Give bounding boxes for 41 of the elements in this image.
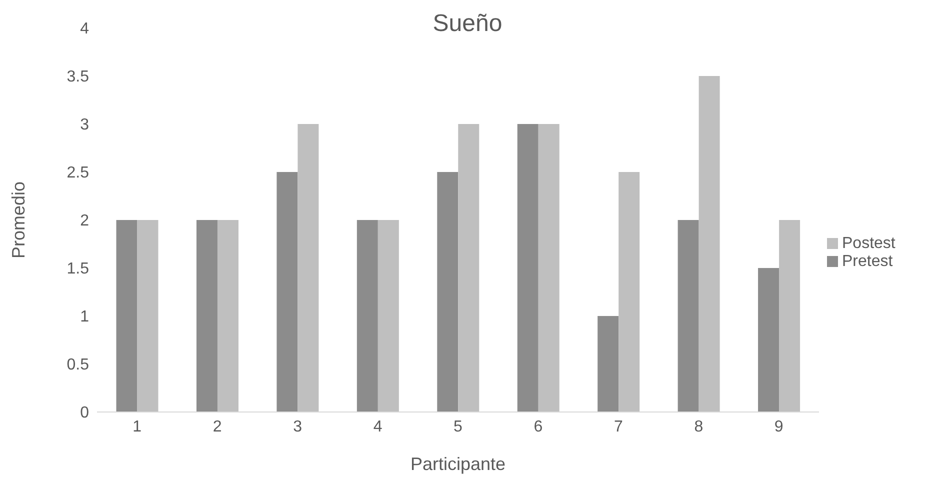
bar <box>437 172 458 412</box>
bar <box>538 124 560 412</box>
x-tick-label: 3 <box>293 418 302 436</box>
y-tick-label: 4 <box>80 20 90 38</box>
bar <box>217 220 238 412</box>
y-axis-title: Promedio <box>8 181 28 259</box>
y-tick-label: 1 <box>80 308 90 326</box>
bar <box>618 172 640 412</box>
bar <box>458 124 480 412</box>
x-tick-label: 8 <box>694 418 704 436</box>
bar <box>758 268 780 412</box>
x-tick-label: 9 <box>774 418 784 436</box>
x-tick-label: 5 <box>454 418 463 436</box>
bar <box>598 316 619 412</box>
y-tick-label: 2.5 <box>66 164 90 182</box>
bar <box>137 220 158 412</box>
x-tick-label: 1 <box>132 418 142 436</box>
bar <box>779 220 800 412</box>
bar <box>276 172 298 412</box>
chart-title: Sueño <box>432 10 502 37</box>
legend-label: Pretest <box>842 253 893 270</box>
y-tick-label: 1.5 <box>66 260 90 278</box>
x-tick-label: 7 <box>614 418 623 436</box>
y-tick-label: 3.5 <box>66 68 90 86</box>
bar <box>678 220 699 412</box>
bar <box>517 124 538 412</box>
bar <box>196 220 218 412</box>
x-tick-label: 6 <box>534 418 543 436</box>
x-tick-label: 4 <box>373 418 382 436</box>
y-tick-label: 2 <box>80 212 90 230</box>
y-tick-label: 0.5 <box>66 356 90 374</box>
bar <box>116 220 138 412</box>
legend-label: Postest <box>842 235 896 252</box>
bar <box>356 220 378 412</box>
y-tick-label: 3 <box>80 116 90 134</box>
bar <box>298 124 319 412</box>
bar <box>698 76 720 412</box>
y-tick-label: 0 <box>80 404 90 422</box>
x-axis-title: Participante <box>410 454 506 474</box>
bar <box>378 220 399 412</box>
x-tick-label: 2 <box>212 418 222 436</box>
